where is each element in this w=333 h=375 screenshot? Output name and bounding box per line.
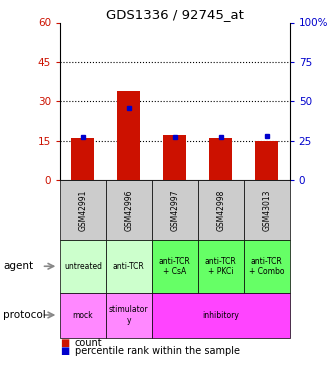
Bar [244, 180, 290, 240]
Text: untreated: untreated [64, 262, 102, 271]
Text: ■: ■ [60, 346, 69, 355]
Bar [106, 240, 152, 292]
Text: inhibitory: inhibitory [202, 310, 239, 320]
Bar [152, 292, 290, 338]
Text: ■: ■ [60, 338, 69, 348]
Bar [60, 240, 106, 292]
Bar [209, 138, 232, 180]
Title: GDS1336 / 92745_at: GDS1336 / 92745_at [106, 8, 244, 21]
Text: stimulator
y: stimulator y [109, 305, 149, 325]
Bar [60, 292, 106, 338]
Text: GSM42996: GSM42996 [124, 189, 134, 231]
Text: GSM42991: GSM42991 [78, 189, 88, 231]
Text: protocol: protocol [3, 310, 46, 320]
Text: count: count [75, 338, 103, 348]
Bar [117, 91, 141, 180]
Text: percentile rank within the sample: percentile rank within the sample [75, 346, 240, 355]
Text: agent: agent [3, 261, 33, 271]
Bar [60, 180, 106, 240]
Bar [106, 180, 152, 240]
Bar [255, 141, 278, 180]
Text: GSM43013: GSM43013 [262, 189, 271, 231]
Bar [198, 180, 244, 240]
Bar [152, 240, 198, 292]
Bar [163, 135, 186, 180]
Text: anti-TCR
+ Combo: anti-TCR + Combo [249, 256, 284, 276]
Bar [198, 240, 244, 292]
Bar [71, 138, 95, 180]
Text: mock: mock [73, 310, 93, 320]
Bar [244, 240, 290, 292]
Text: GSM42998: GSM42998 [216, 189, 225, 231]
Bar [106, 292, 152, 338]
Text: GSM42997: GSM42997 [170, 189, 179, 231]
Text: anti-TCR
+ PKCi: anti-TCR + PKCi [205, 256, 237, 276]
Text: anti-TCR
+ CsA: anti-TCR + CsA [159, 256, 191, 276]
Bar [152, 180, 198, 240]
Text: anti-TCR: anti-TCR [113, 262, 145, 271]
